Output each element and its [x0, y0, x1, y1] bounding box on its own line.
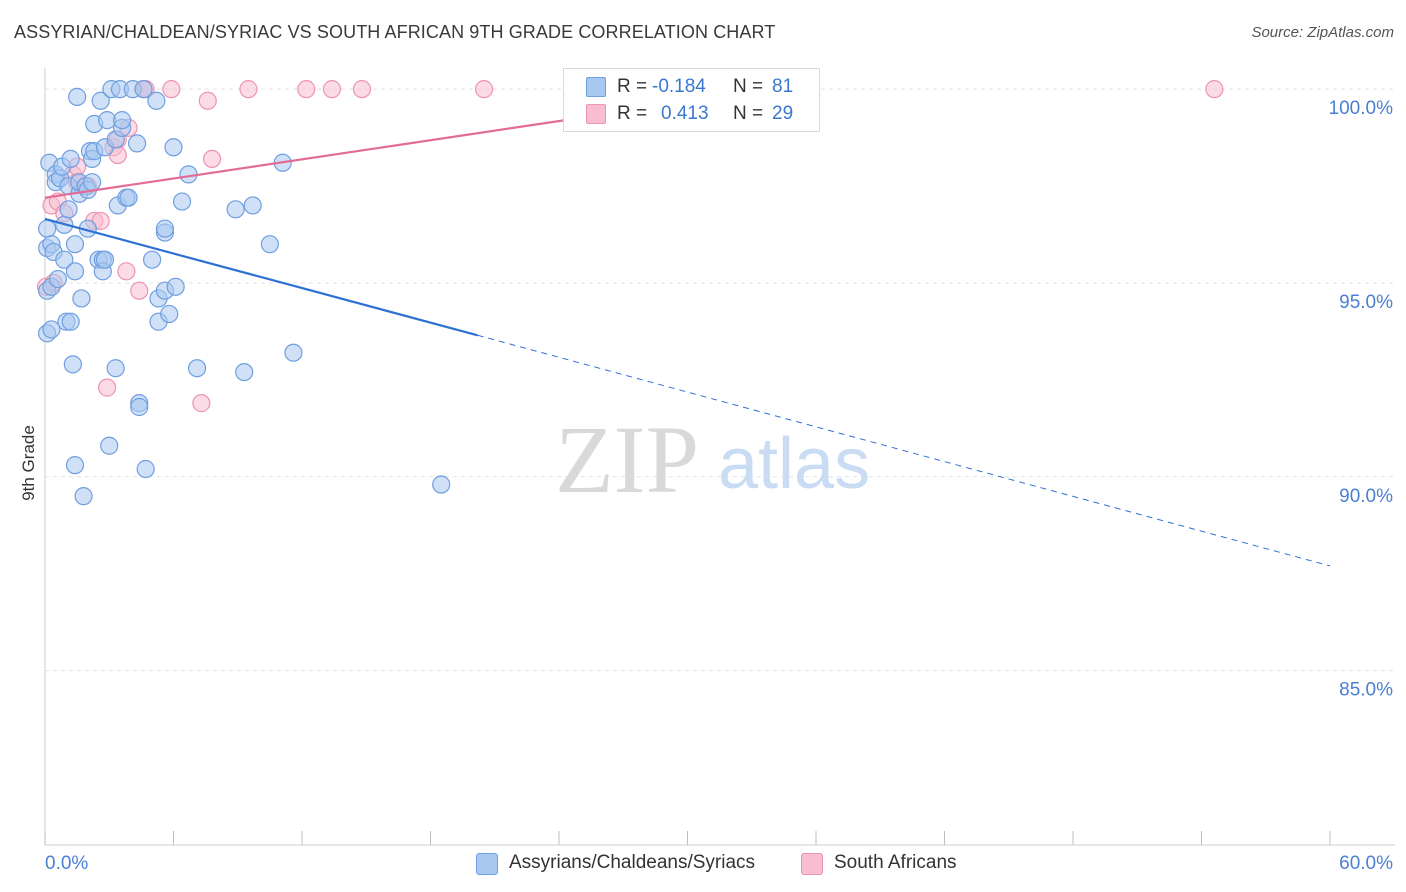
y-tick-label: 100.0% [1329, 98, 1394, 119]
point-assyrian [38, 219, 57, 238]
point-assyrian [166, 277, 185, 296]
point-assyrian [147, 91, 166, 110]
n-label: N = [733, 76, 764, 97]
point-assyrian [63, 355, 82, 374]
point-assyrian [134, 80, 153, 99]
point-assyrian [100, 436, 119, 455]
point-assyrian [136, 459, 155, 479]
legend-label: Assyrians/Chaldeans/Syriacs [509, 852, 756, 873]
point-assyrian [65, 456, 85, 475]
y-tick-label: 90.0% [1339, 486, 1393, 507]
trend-line-assyrian [44, 217, 478, 337]
point-assyrian [284, 343, 303, 362]
y-tick-label: 85.0% [1339, 680, 1393, 701]
source-note: Source: ZipAtlas.com [1251, 24, 1394, 41]
point-assyrian [235, 362, 254, 382]
stats-swatch-pink [586, 104, 606, 124]
point-assyrian [68, 87, 87, 106]
stats-box: R = -0.184 N = 81 R = 0.413 N = 29 [563, 68, 820, 132]
point-assyrian [55, 250, 74, 269]
point-assyrian [243, 196, 262, 215]
point-assyrian [164, 138, 183, 157]
n-label: N = [733, 103, 764, 124]
point-assyrian [119, 188, 138, 207]
point-south-african [297, 80, 316, 99]
stats-swatch-blue [586, 77, 606, 97]
point-south-african [130, 281, 149, 300]
point-assyrian [106, 359, 125, 378]
point-assyrian [42, 320, 61, 339]
legend: Assyrians/Chaldeans/Syriacs South Africa… [0, 852, 1406, 878]
point-assyrian [65, 235, 85, 254]
watermark-atlas: atlas [718, 424, 870, 504]
r-value: 0.413 [661, 103, 709, 124]
point-south-african [98, 378, 117, 397]
data-points [36, 80, 1224, 506]
legend-label: South Africans [834, 852, 957, 873]
point-south-african [322, 80, 342, 99]
legend-swatch-pink [801, 853, 823, 875]
point-south-african [117, 262, 136, 281]
n-value: 29 [772, 103, 794, 124]
watermark: ZIP atlas [555, 406, 870, 513]
point-assyrian [130, 397, 149, 417]
point-assyrian [432, 475, 451, 494]
point-assyrian [142, 250, 162, 269]
r-label: R = [617, 103, 648, 124]
point-south-african [1205, 80, 1224, 99]
point-assyrian [72, 289, 91, 308]
point-assyrian [61, 312, 80, 331]
point-assyrian [91, 91, 110, 110]
point-assyrian [155, 219, 175, 238]
r-label: R = [617, 76, 648, 97]
point-assyrian [112, 111, 132, 130]
point-assyrian [172, 192, 192, 211]
chart-title: ASSYRIAN/CHALDEAN/SYRIAC VS SOUTH AFRICA… [14, 22, 776, 42]
point-assyrian [260, 235, 279, 254]
r-value: -0.184 [652, 76, 706, 97]
point-assyrian [74, 487, 93, 506]
point-south-african [202, 149, 222, 169]
y-axis-label: 9th Grade [19, 425, 38, 501]
stats-row-blue: R = -0.184 N = 81 [564, 74, 819, 100]
point-assyrian [160, 304, 179, 324]
trend-line-assyrian-extrapolated [477, 334, 1331, 567]
y-tick-label: 95.0% [1339, 292, 1393, 313]
point-south-african [239, 80, 258, 99]
stats-row-pink: R = 0.413 N = 29 [564, 101, 819, 127]
watermark-zip: ZIP [555, 406, 699, 513]
point-south-african [198, 91, 217, 110]
point-assyrian [83, 173, 102, 192]
point-assyrian [48, 269, 67, 289]
x-tick-label: 0.0% [45, 853, 88, 874]
point-assyrian [226, 200, 245, 219]
point-south-african [352, 80, 372, 99]
point-assyrian [95, 250, 115, 269]
x-tick-label: 60.0% [1339, 853, 1393, 874]
point-south-african [162, 80, 181, 99]
point-south-african [474, 80, 494, 99]
point-assyrian [187, 359, 207, 378]
legend-swatch-blue [476, 853, 498, 875]
point-assyrian [59, 200, 78, 219]
point-assyrian [61, 149, 80, 169]
point-south-african [192, 394, 211, 413]
n-value: 81 [772, 76, 794, 97]
point-assyrian [65, 262, 85, 281]
point-assyrian [127, 134, 147, 153]
